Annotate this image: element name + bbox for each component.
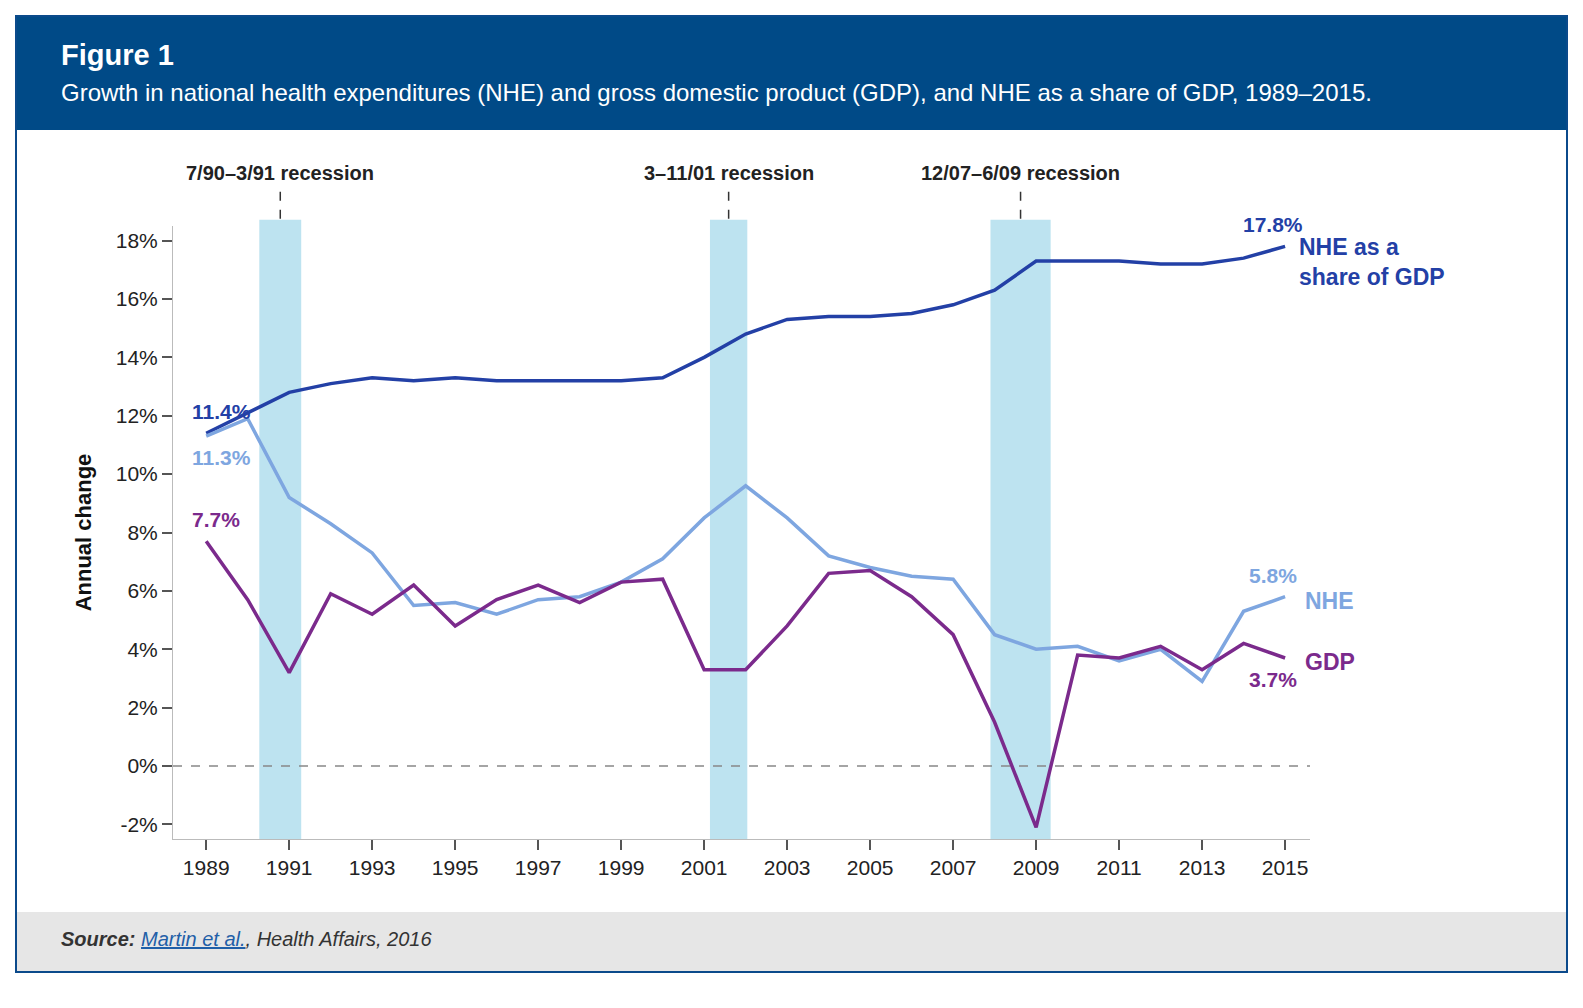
svg-text:2%: 2% [127,696,157,719]
svg-text:Annual change: Annual change [71,454,96,612]
svg-text:NHE as ashare of GDP: NHE as ashare of GDP [1299,234,1445,290]
svg-text:16%: 16% [116,287,158,310]
svg-text:3.7%: 3.7% [1249,668,1297,691]
svg-text:2015: 2015 [1262,856,1309,879]
svg-text:17.8%: 17.8% [1243,213,1303,236]
svg-text:2011: 2011 [1097,856,1142,879]
html-text:Growth in national health expe: Growth in national health expenditures (… [61,79,1372,106]
html-text:Figure 1: Figure 1 [61,39,174,71]
svg-text:11.3%: 11.3% [192,446,251,469]
svg-text:2009: 2009 [1013,856,1060,879]
svg-text:2001: 2001 [681,856,728,879]
svg-text:10%: 10% [116,462,158,485]
svg-text:5.8%: 5.8% [1249,564,1297,587]
svg-text:14%: 14% [116,346,158,369]
svg-text:1995: 1995 [432,856,479,879]
svg-text:NHE: NHE [1305,588,1354,614]
svg-text:1997: 1997 [515,856,562,879]
svg-text:7.7%: 7.7% [192,508,240,531]
svg-text:1993: 1993 [349,856,396,879]
svg-text:2013: 2013 [1179,856,1226,879]
svg-text:18%: 18% [116,229,158,252]
svg-text:1989: 1989 [183,856,230,879]
svg-text:12/07–6/09 recession: 12/07–6/09 recession [921,162,1120,184]
svg-text:-2%: -2% [120,813,157,836]
svg-text:3–11/01 recession: 3–11/01 recession [644,162,814,184]
html-text:Source: Martin et al., Health: Source: Martin et al., Health Affairs, 2… [61,928,432,950]
svg-text:2005: 2005 [847,856,894,879]
svg-text:1991: 1991 [266,856,313,879]
svg-text:2003: 2003 [764,856,811,879]
svg-text:11.4%: 11.4% [192,400,251,423]
svg-text:7/90–3/91 recession: 7/90–3/91 recession [186,162,374,184]
svg-text:12%: 12% [116,404,158,427]
svg-text:6%: 6% [127,579,157,602]
svg-text:1999: 1999 [598,856,645,879]
svg-text:8%: 8% [127,521,157,544]
svg-text:4%: 4% [127,638,157,661]
svg-text:0%: 0% [127,754,157,777]
svg-text:GDP: GDP [1305,649,1355,675]
svg-text:2007: 2007 [930,856,977,879]
